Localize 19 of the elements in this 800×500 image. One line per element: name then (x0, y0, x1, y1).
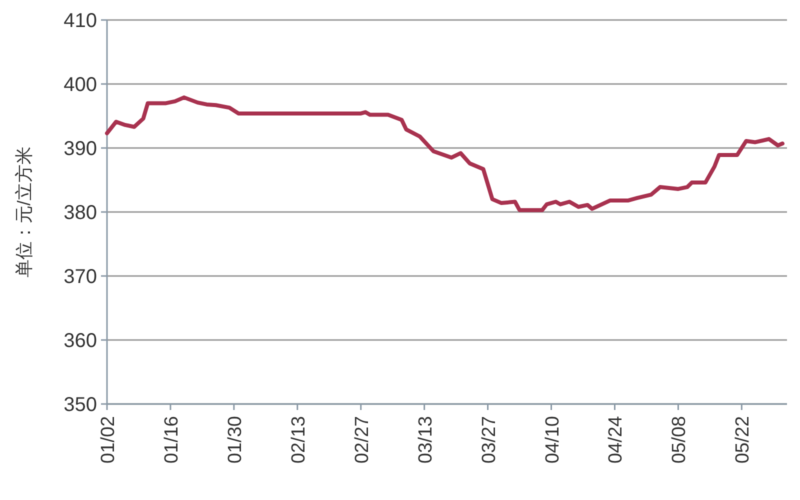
x-tick-label: 04/10 (542, 416, 564, 464)
y-tick-label: 380 (64, 202, 97, 224)
x-tick-label: 02/27 (352, 416, 373, 464)
x-tick-label: 02/13 (288, 416, 310, 464)
x-tick-label: 01/16 (161, 416, 182, 464)
x-tick-label: 01/30 (224, 416, 246, 464)
x-tick-label: 01/02 (98, 416, 119, 464)
x-tick-label: 04/24 (606, 416, 627, 464)
x-tick-label: 05/22 (732, 416, 754, 464)
y-tick-label: 400 (64, 74, 97, 96)
y-tick-label: 350 (64, 394, 97, 416)
y-axis-title: 单位：元/立方米 (14, 146, 34, 278)
y-tick-label: 390 (64, 138, 97, 160)
x-tick-label: 03/27 (478, 416, 500, 464)
x-tick-label: 05/08 (669, 416, 690, 464)
y-tick-label: 410 (64, 10, 97, 32)
x-tick-label: 03/13 (415, 416, 436, 464)
y-tick-label: 370 (64, 266, 97, 288)
y-tick-label: 360 (64, 330, 97, 352)
